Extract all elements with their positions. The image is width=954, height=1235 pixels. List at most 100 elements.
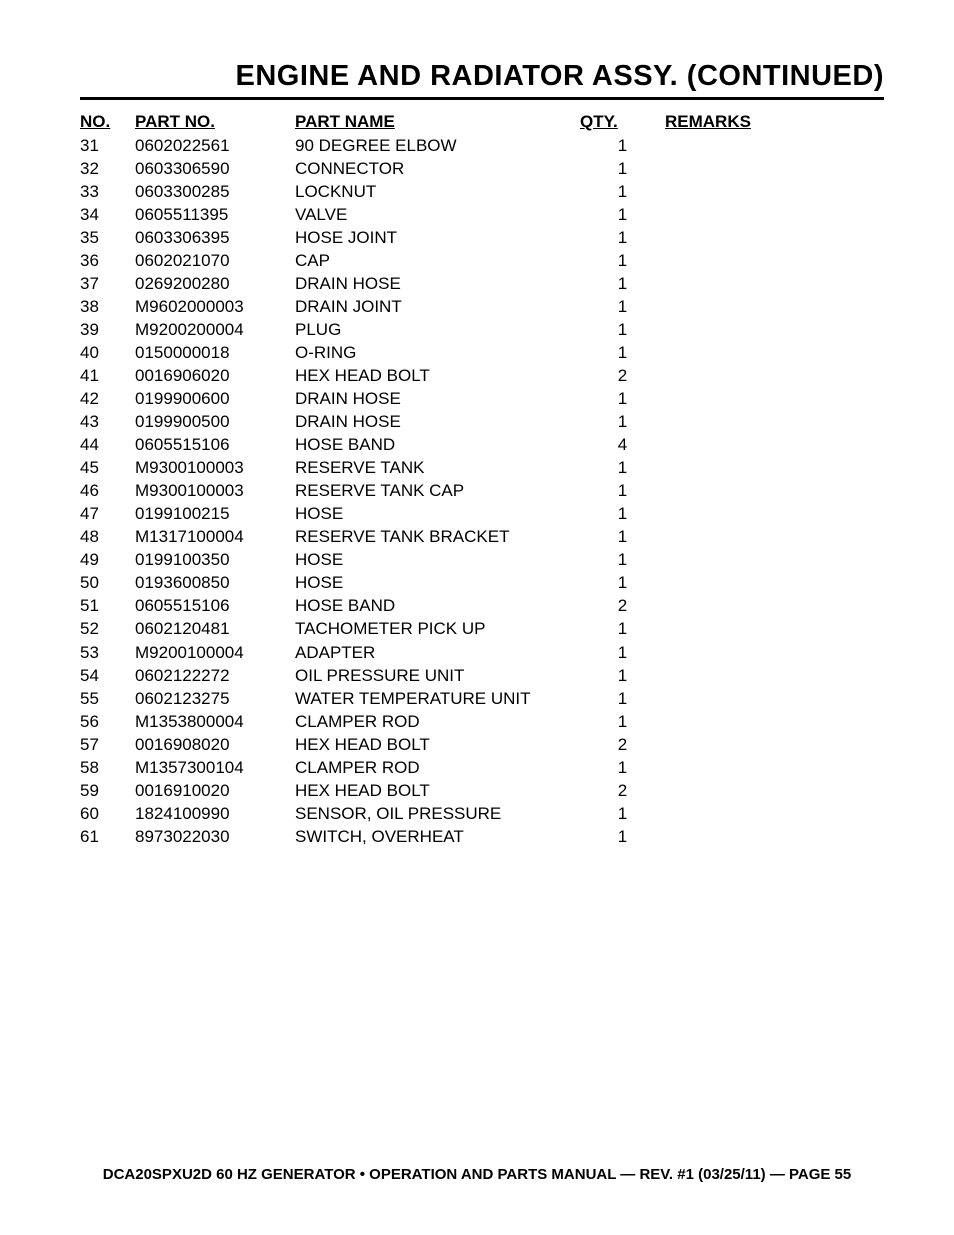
cell-remarks — [665, 364, 884, 387]
cell-part-no: 0602021070 — [135, 249, 295, 272]
table-row: 570016908020HEX HEAD BOLT2 — [80, 733, 884, 756]
cell-part-no: 0605515106 — [135, 595, 295, 618]
cell-name: HOSE — [295, 549, 580, 572]
cell-qty: 1 — [580, 295, 665, 318]
cell-name: 90 DEGREE ELBOW — [295, 134, 580, 157]
cell-name: HEX HEAD BOLT — [295, 779, 580, 802]
table-row: 360602021070CAP1 — [80, 249, 884, 272]
cell-part-no: 0603306590 — [135, 157, 295, 180]
table-row: 601824100990SENSOR, OIL PRESSURE1 — [80, 802, 884, 825]
cell-remarks — [665, 480, 884, 503]
cell-part-no: 0193600850 — [135, 572, 295, 595]
table-row: 500193600850HOSE1 — [80, 572, 884, 595]
col-header-remarks: REMARKS — [665, 112, 884, 134]
cell-part-no: 1824100990 — [135, 802, 295, 825]
cell-name: RESERVE TANK CAP — [295, 480, 580, 503]
cell-part-no: M1317100004 — [135, 526, 295, 549]
cell-remarks — [665, 618, 884, 641]
cell-part-no: 8973022030 — [135, 825, 295, 848]
table-body: 31060202256190 DEGREE ELBOW1320603306590… — [80, 134, 884, 848]
table-row: 31060202256190 DEGREE ELBOW1 — [80, 134, 884, 157]
cell-no: 57 — [80, 733, 135, 756]
cell-name: CAP — [295, 249, 580, 272]
table-row: 540602122272OIL PRESSURE UNIT1 — [80, 664, 884, 687]
table-row: 520602120481TACHOMETER PICK UP1 — [80, 618, 884, 641]
table-row: 39M9200200004PLUG1 — [80, 318, 884, 341]
cell-name: DRAIN HOSE — [295, 272, 580, 295]
cell-name: VALVE — [295, 203, 580, 226]
cell-remarks — [665, 318, 884, 341]
table-row: 618973022030SWITCH, OVERHEAT1 — [80, 825, 884, 848]
table-row: 38M9602000003DRAIN JOINT1 — [80, 295, 884, 318]
cell-no: 47 — [80, 503, 135, 526]
cell-part-no: 0605515106 — [135, 434, 295, 457]
cell-no: 39 — [80, 318, 135, 341]
cell-part-no: 0602120481 — [135, 618, 295, 641]
cell-remarks — [665, 457, 884, 480]
cell-part-no: M9200100004 — [135, 641, 295, 664]
cell-qty: 1 — [580, 318, 665, 341]
cell-no: 51 — [80, 595, 135, 618]
cell-no: 38 — [80, 295, 135, 318]
cell-part-no: 0199900600 — [135, 388, 295, 411]
cell-name: WATER TEMPERATURE UNIT — [295, 687, 580, 710]
cell-part-no: M9300100003 — [135, 457, 295, 480]
cell-name: HOSE — [295, 572, 580, 595]
cell-remarks — [665, 641, 884, 664]
page-title: ENGINE AND RADIATOR ASSY. (CONTINUED) — [80, 60, 884, 93]
cell-qty: 1 — [580, 203, 665, 226]
cell-no: 49 — [80, 549, 135, 572]
cell-qty: 1 — [580, 226, 665, 249]
cell-qty: 1 — [580, 572, 665, 595]
table-row: 510605515106HOSE BAND2 — [80, 595, 884, 618]
cell-no: 54 — [80, 664, 135, 687]
cell-remarks — [665, 572, 884, 595]
cell-name: DRAIN HOSE — [295, 388, 580, 411]
cell-qty: 1 — [580, 641, 665, 664]
cell-remarks — [665, 595, 884, 618]
col-header-no: NO. — [80, 112, 135, 134]
table-row: 340605511395VALVE1 — [80, 203, 884, 226]
cell-qty: 1 — [580, 249, 665, 272]
table-row: 350603306395HOSE JOINT1 — [80, 226, 884, 249]
cell-remarks — [665, 503, 884, 526]
cell-qty: 1 — [580, 825, 665, 848]
table-row: 46M9300100003RESERVE TANK CAP1 — [80, 480, 884, 503]
cell-no: 60 — [80, 802, 135, 825]
cell-part-no: 0269200280 — [135, 272, 295, 295]
cell-name: HOSE BAND — [295, 595, 580, 618]
cell-qty: 2 — [580, 595, 665, 618]
page: ENGINE AND RADIATOR ASSY. (CONTINUED) NO… — [0, 0, 954, 1235]
cell-part-no: 0199900500 — [135, 411, 295, 434]
cell-part-no: M9602000003 — [135, 295, 295, 318]
cell-no: 31 — [80, 134, 135, 157]
cell-remarks — [665, 733, 884, 756]
cell-remarks — [665, 526, 884, 549]
cell-qty: 1 — [580, 480, 665, 503]
cell-name: PLUG — [295, 318, 580, 341]
table-row: 430199900500DRAIN HOSE1 — [80, 411, 884, 434]
cell-part-no: 0199100215 — [135, 503, 295, 526]
cell-qty: 4 — [580, 434, 665, 457]
table-row: 470199100215HOSE1 — [80, 503, 884, 526]
cell-no: 37 — [80, 272, 135, 295]
cell-qty: 1 — [580, 272, 665, 295]
cell-name: HOSE JOINT — [295, 226, 580, 249]
cell-no: 41 — [80, 364, 135, 387]
cell-name: HOSE — [295, 503, 580, 526]
table-row: 45M9300100003RESERVE TANK1 — [80, 457, 884, 480]
cell-qty: 1 — [580, 157, 665, 180]
table-row: 56M1353800004CLAMPER ROD1 — [80, 710, 884, 733]
cell-no: 40 — [80, 341, 135, 364]
cell-name: SWITCH, OVERHEAT — [295, 825, 580, 848]
cell-part-no: 0605511395 — [135, 203, 295, 226]
cell-name: SENSOR, OIL PRESSURE — [295, 802, 580, 825]
cell-qty: 1 — [580, 503, 665, 526]
table-row: 400150000018O-RING1 — [80, 341, 884, 364]
table-row: 48M1317100004RESERVE TANK BRACKET1 — [80, 526, 884, 549]
cell-qty: 1 — [580, 802, 665, 825]
cell-no: 34 — [80, 203, 135, 226]
cell-remarks — [665, 249, 884, 272]
cell-part-no: M1357300104 — [135, 756, 295, 779]
cell-qty: 1 — [580, 526, 665, 549]
